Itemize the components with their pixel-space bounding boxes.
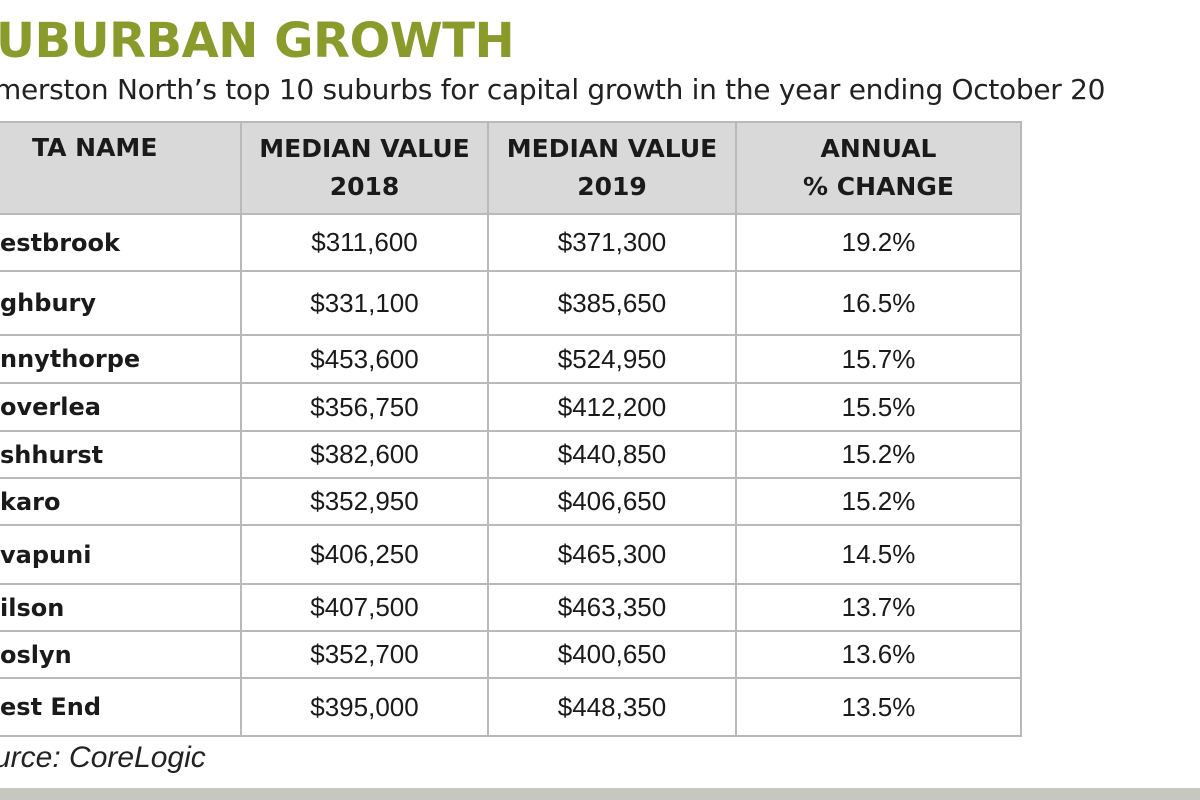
annual-change-cell: 15.7% (735, 334, 1022, 384)
median-2019-cell: $448,350 (487, 677, 737, 737)
annual-change-cell: 19.2% (735, 213, 1022, 272)
annual-change-cell: 15.5% (735, 382, 1022, 432)
table-body: estbrook $311,600 $371,300 19.2% ghbury $331,… (0, 213, 1022, 737)
suburb-name: oslyn (0, 640, 72, 669)
median-2019-cell: $406,650 (487, 477, 737, 526)
table-row: ilson $407,500 $463,350 13.7% (0, 583, 1022, 632)
suburb-name: shhurst (0, 440, 104, 469)
chart-title: UBURBAN GROWTH (0, 13, 515, 69)
suburb-name: nnythorpe (0, 345, 141, 373)
median-2018-cell: $382,600 (240, 430, 489, 479)
table-row: nnythorpe $453,600 $524,950 15.7% (0, 334, 1022, 384)
annual-change-cell: 14.5% (735, 524, 1022, 585)
median-2018-cell: $352,950 (240, 477, 489, 526)
suburb-name-cell: est End (0, 677, 242, 737)
table-row: karo $352,950 $406,650 15.2% (0, 477, 1022, 526)
median-2019-cell: $465,300 (487, 524, 737, 585)
column-header-ta-name: TA NAME (0, 121, 242, 215)
suburb-name: karo (0, 487, 61, 516)
source-note: urce: CoreLogic (0, 741, 206, 774)
bottom-divider (0, 788, 1200, 800)
median-2018-cell: $356,750 (240, 382, 489, 432)
median-2018-cell: $406,250 (240, 524, 489, 585)
suburb-name-cell: ghbury (0, 270, 242, 336)
median-2019-cell: $412,200 (487, 382, 737, 432)
suburb-growth-table: TA NAME MEDIAN VALUE 2018 MEDIAN VALUE 201… (0, 121, 1022, 737)
suburb-name-cell: oslyn (0, 630, 242, 679)
annual-change-cell: 15.2% (735, 430, 1022, 479)
median-2019-cell: $400,650 (487, 630, 737, 679)
column-header-annual-change: ANNUAL% CHANGE (735, 121, 1022, 215)
table-row: estbrook $311,600 $371,300 19.2% (0, 213, 1022, 272)
suburb-name-cell: vapuni (0, 524, 242, 585)
table-row: overlea $356,750 $412,200 15.5% (0, 382, 1022, 432)
suburb-name: ghbury (0, 289, 97, 317)
suburb-name-cell: nnythorpe (0, 334, 242, 384)
table-row: vapuni $406,250 $465,300 14.5% (0, 524, 1022, 585)
median-2019-cell: $440,850 (487, 430, 737, 479)
annual-change-cell: 15.2% (735, 477, 1022, 526)
median-2019-cell: $371,300 (487, 213, 737, 272)
median-2019-cell: $524,950 (487, 334, 737, 384)
suburb-name-cell: karo (0, 477, 242, 526)
column-header-median-2019: MEDIAN VALUE 2019 (487, 121, 737, 215)
median-2018-cell: $352,700 (240, 630, 489, 679)
suburb-name: overlea (0, 393, 101, 421)
median-2018-cell: $407,500 (240, 583, 489, 632)
annual-change-cell: 13.5% (735, 677, 1022, 737)
annual-change-cell: 16.5% (735, 270, 1022, 336)
table-header: TA NAME MEDIAN VALUE 2018 MEDIAN VALUE 201… (0, 121, 1022, 215)
suburb-name-cell: shhurst (0, 430, 242, 479)
median-2019-cell: $385,650 (487, 270, 737, 336)
suburb-name-cell: overlea (0, 382, 242, 432)
suburb-name: vapuni (0, 540, 92, 569)
column-header-median-2018: MEDIAN VALUE 2018 (240, 121, 489, 215)
median-2018-cell: $311,600 (240, 213, 489, 272)
header-row: TA NAME MEDIAN VALUE 2018 MEDIAN VALUE 201… (0, 121, 1022, 215)
table-row: oslyn $352,700 $400,650 13.6% (0, 630, 1022, 679)
table-row: est End $395,000 $448,350 13.5% (0, 677, 1022, 737)
chart-subtitle: merston North’s top 10 suburbs for capit… (0, 73, 1106, 106)
median-2019-cell: $463,350 (487, 583, 737, 632)
suburb-name-cell: estbrook (0, 213, 242, 272)
median-2018-cell: $331,100 (240, 270, 489, 336)
annual-change-cell: 13.6% (735, 630, 1022, 679)
suburb-name: ilson (0, 593, 65, 622)
table-row: ghbury $331,100 $385,650 16.5% (0, 270, 1022, 336)
suburb-name-cell: ilson (0, 583, 242, 632)
annual-change-cell: 13.7% (735, 583, 1022, 632)
suburb-name: estbrook (0, 228, 120, 257)
table-row: shhurst $382,600 $440,850 15.2% (0, 430, 1022, 479)
suburb-name: est End (0, 693, 102, 721)
median-2018-cell: $453,600 (240, 334, 489, 384)
median-2018-cell: $395,000 (240, 677, 489, 737)
